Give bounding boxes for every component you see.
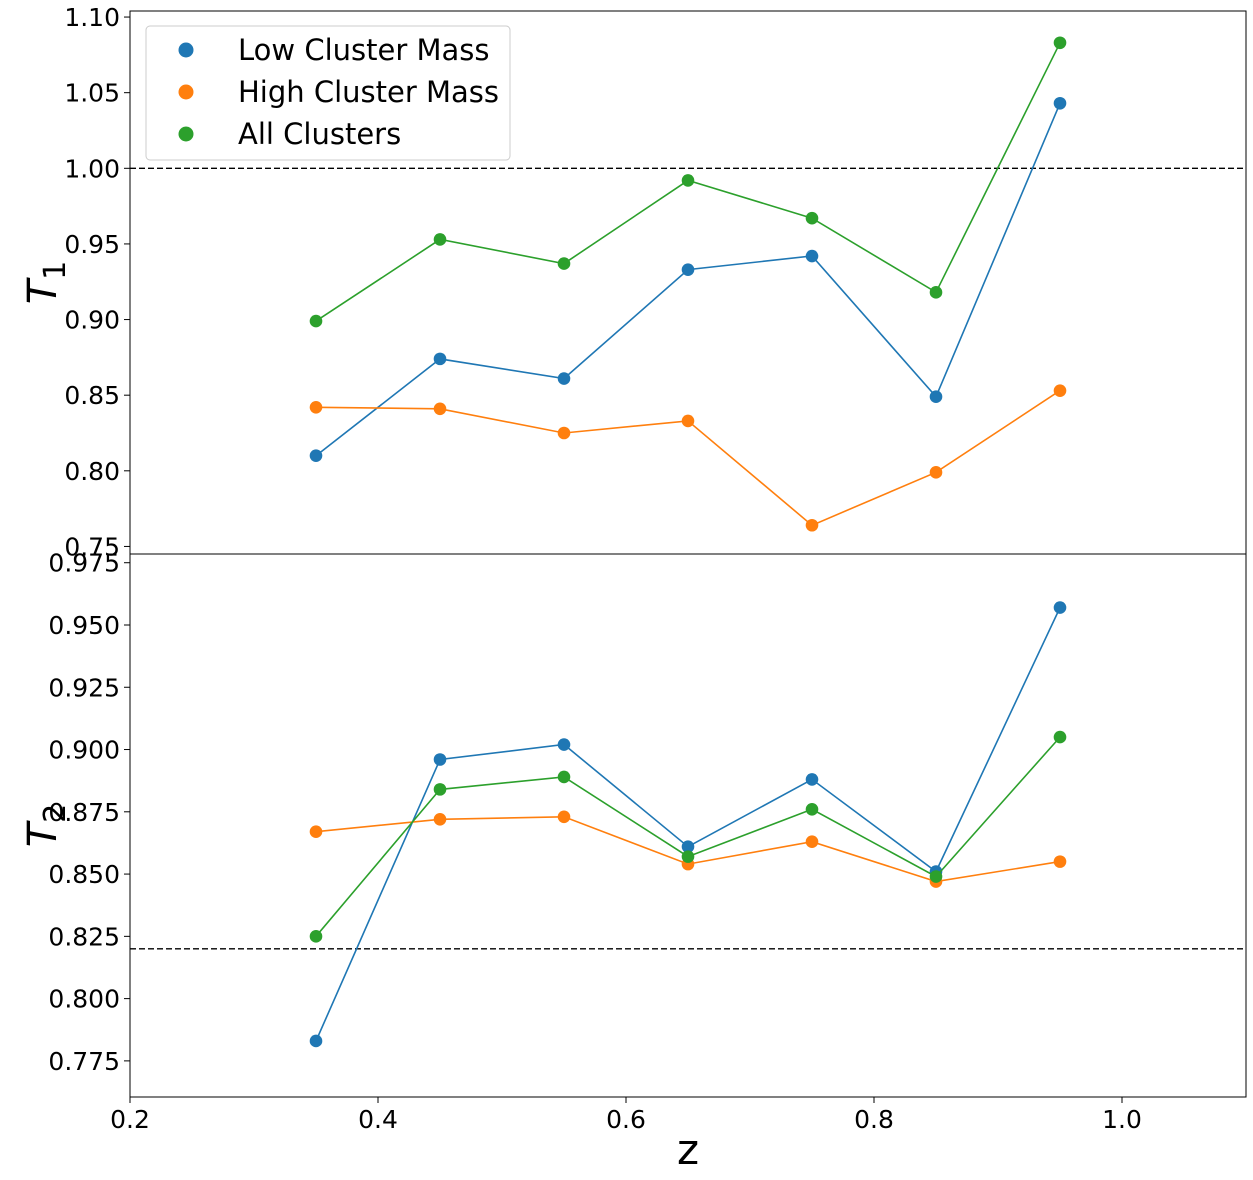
data-point-all-clusters xyxy=(1053,36,1067,50)
data-point-all-clusters xyxy=(1053,730,1067,744)
data-point-low-cluster-mass xyxy=(309,1034,323,1048)
axes-frame xyxy=(129,553,1247,1098)
y-tick-label: 0.800 xyxy=(48,985,120,1014)
y-tick-label: 0.975 xyxy=(48,549,120,578)
data-point-all-clusters xyxy=(805,211,819,225)
y-tick-label: 0.90 xyxy=(64,306,120,335)
data-point-all-clusters xyxy=(309,930,323,943)
data-point-all-clusters xyxy=(557,770,571,784)
series-line-all-clusters xyxy=(315,736,1061,937)
data-point-all-clusters xyxy=(681,850,695,863)
panel-bottom: 0.775 0.800 0.825 0.850 0.875 0.900 0.925 0.950… xyxy=(20,549,1247,1174)
series-line-high-cluster-mass xyxy=(315,389,1061,527)
data-point-low-cluster-mass xyxy=(929,390,943,403)
data-point-high-cluster-mass xyxy=(805,835,819,848)
legend-marker xyxy=(178,84,194,100)
data-point-low-cluster-mass xyxy=(433,753,447,766)
x-axis-title: z xyxy=(677,1125,699,1174)
y-tick-label: 0.875 xyxy=(48,798,120,827)
data-point-low-cluster-mass xyxy=(681,263,695,276)
x-tick-label: 0.6 xyxy=(606,1105,646,1134)
y-tick-label: 0.850 xyxy=(48,860,120,889)
data-point-high-cluster-mass xyxy=(681,414,695,428)
y-tick-label: 0.775 xyxy=(48,1047,120,1076)
x-tick-label: 0.4 xyxy=(358,1105,398,1134)
y-tick-label: 0.900 xyxy=(48,736,120,765)
data-point-low-cluster-mass xyxy=(681,840,695,853)
data-point-all-clusters xyxy=(929,870,943,883)
data-point-high-cluster-mass xyxy=(1053,855,1067,868)
data-point-low-cluster-mass xyxy=(433,352,447,366)
data-point-low-cluster-mass xyxy=(805,773,819,786)
y-axis-title: T2 xyxy=(20,804,73,848)
legend-marker xyxy=(178,126,194,142)
data-point-high-cluster-mass xyxy=(433,402,447,416)
legend-box xyxy=(145,25,511,161)
y-axis-title-main: T xyxy=(20,276,66,304)
series-line-low-cluster-mass xyxy=(315,607,1061,1042)
x-tick-label: 0.2 xyxy=(110,1105,150,1134)
data-point-all-clusters xyxy=(681,174,695,187)
data-point-low-cluster-mass xyxy=(1053,96,1067,110)
data-point-low-cluster-mass xyxy=(805,249,819,263)
data-point-high-cluster-mass xyxy=(929,466,943,479)
legend: Low Cluster Mass High Cluster Mass All Clu… xyxy=(145,25,511,161)
data-point-low-cluster-mass xyxy=(1053,601,1067,614)
data-point-high-cluster-mass xyxy=(805,518,819,532)
panel-top: 0.75 0.80 0.85 0.90 0.95 1.00 1.05 1.10 T1 Low Cl… xyxy=(20,3,1247,561)
legend-label: High Cluster Mass xyxy=(238,75,499,109)
y-tick-label: 1.00 xyxy=(64,154,120,183)
data-point-high-cluster-mass xyxy=(557,426,571,440)
x-tick-label: 0.8 xyxy=(854,1105,894,1134)
data-point-high-cluster-mass xyxy=(309,400,323,414)
y-tick-label: 0.80 xyxy=(64,457,120,486)
data-point-low-cluster-mass xyxy=(557,738,571,751)
data-point-all-clusters xyxy=(929,286,943,299)
data-point-low-cluster-mass xyxy=(557,372,571,385)
y-tick-label: 0.825 xyxy=(48,922,120,951)
data-point-all-clusters xyxy=(433,783,447,796)
data-point-all-clusters xyxy=(433,233,447,246)
y-axis-title: T1 xyxy=(20,261,73,305)
data-point-high-cluster-mass xyxy=(433,812,447,826)
y-tick-label: 0.925 xyxy=(48,673,120,702)
data-point-high-cluster-mass xyxy=(309,825,323,839)
y-axis-title-main: T xyxy=(20,819,66,847)
y-axis-title-subscript: 1 xyxy=(38,261,73,280)
y-axis-title-subscript: 2 xyxy=(38,804,73,823)
data-point-high-cluster-mass xyxy=(1053,384,1067,397)
legend-label: All Clusters xyxy=(238,117,401,151)
data-point-all-clusters xyxy=(805,803,819,816)
y-tick-label: 0.85 xyxy=(64,381,120,410)
y-tick-label: 1.05 xyxy=(64,79,120,108)
data-point-low-cluster-mass xyxy=(309,449,323,462)
data-point-high-cluster-mass xyxy=(557,810,571,824)
y-tick-label: 1.10 xyxy=(64,3,120,32)
y-tick-label: 0.95 xyxy=(64,230,120,259)
x-tick-label: 1.0 xyxy=(1102,1105,1142,1134)
data-point-all-clusters xyxy=(557,257,571,270)
legend-label: Low Cluster Mass xyxy=(238,33,489,67)
y-tick-label: 0.75 xyxy=(64,532,120,561)
legend-marker xyxy=(178,42,194,58)
data-point-all-clusters xyxy=(309,314,323,328)
y-tick-label: 0.950 xyxy=(48,611,120,640)
